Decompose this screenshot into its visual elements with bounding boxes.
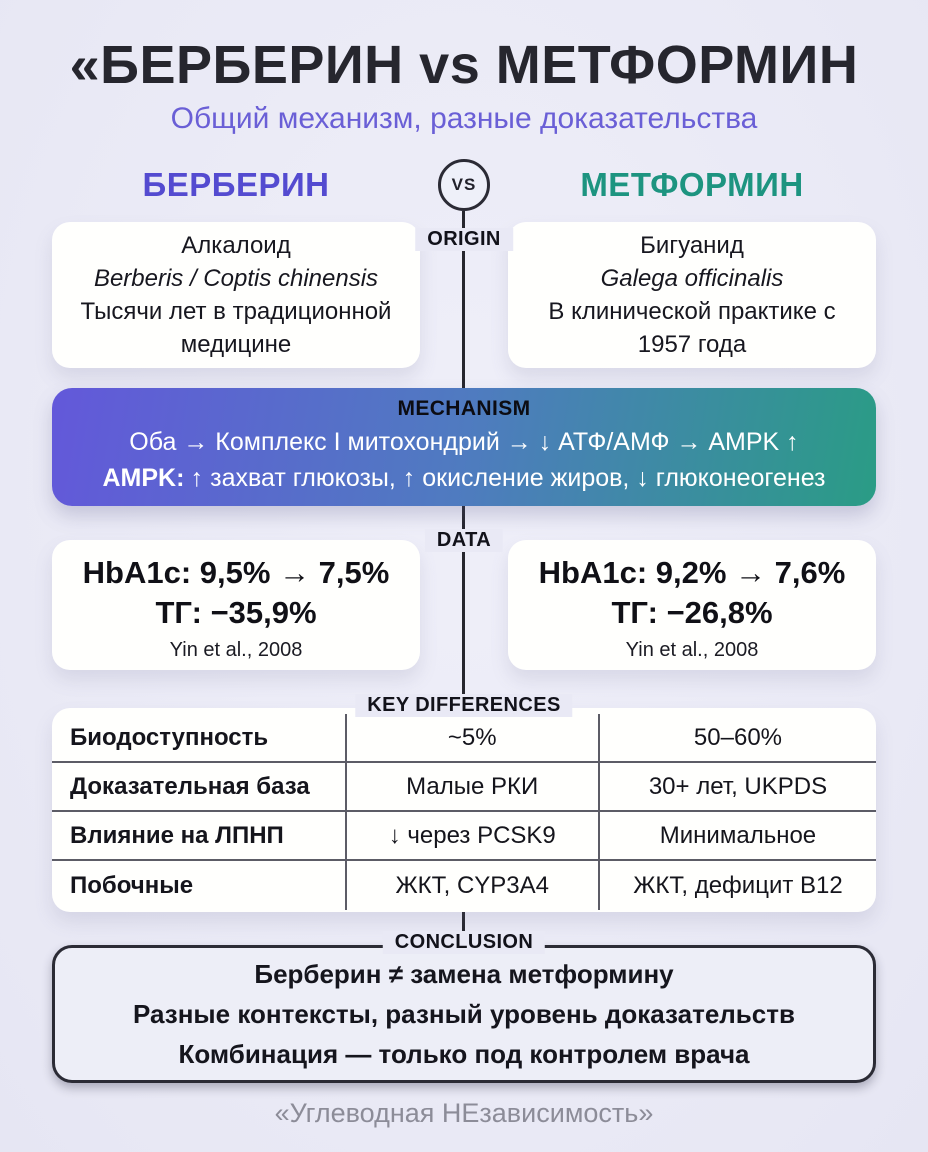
mechanism-ampk-prefix: AMPK: — [102, 464, 185, 492]
origin-metformin-latin-name: Galega officinalis — [600, 265, 784, 292]
mechanism-banner: MECHANISM Оба → Комплекс I митохондрий →… — [52, 388, 876, 506]
row-berberine-value: ~5% — [344, 714, 600, 761]
origin-metformin-history: В клинической практике с 1957 года — [548, 298, 836, 358]
section-label-data: DATA — [424, 529, 504, 552]
vs-badge: VS — [438, 159, 490, 211]
table-row-bioavailability: Биодоступность ~5% 50–60% — [52, 714, 876, 763]
mechanism-pathway-line: Оба → Комплекс I митохондрий → ↓ АТФ/АМФ… — [129, 428, 799, 456]
row-berberine-value: ↓ через PCSK9 — [344, 812, 600, 859]
origin-metformin-class: Бигуанид — [640, 232, 744, 259]
page-subtitle: Общий механизм, разные доказательства — [170, 102, 758, 135]
row-param-label: Побочные — [70, 871, 194, 899]
origin-card-berberine: Алкалоид Berberis / Coptis chinensis Тыс… — [52, 222, 420, 368]
origin-card-metformin: Бигуанид Galega officinalis В клиническо… — [508, 222, 876, 368]
metformin-hba1c-value: HbA1c: 9,2% → 7,6% — [538, 554, 846, 590]
berberine-study-source: Yin et al., 2008 — [169, 638, 303, 661]
row-berberine-value: ЖКТ, CYP3A4 — [344, 861, 600, 910]
row-berberine-value: Малые РКИ — [344, 763, 600, 810]
metformin-study-source: Yin et al., 2008 — [625, 638, 759, 661]
column-header-metformin: МЕТФОРМИН — [580, 166, 804, 203]
section-label-conclusion: CONCLUSION — [382, 931, 546, 954]
berberine-hba1c-value: HbA1c: 9,5% → 7,5% — [82, 554, 390, 590]
metformin-tg-value: ТГ: −26,8% — [611, 594, 773, 630]
row-metformin-value: 30+ лет, UKPDS — [648, 772, 828, 800]
table-row-side-effects: Побочные ЖКТ, CYP3A4 ЖКТ, дефицит B12 — [52, 861, 876, 910]
key-differences-table: Биодоступность ~5% 50–60% Доказательная … — [52, 708, 876, 912]
page-title: «БЕРБЕРИН vs МЕТФОРМИН — [69, 35, 859, 95]
data-card-metformin: HbA1c: 9,2% → 7,6% ТГ: −26,8% Yin et al.… — [508, 540, 876, 670]
channel-watermark: «Углеводная НЕзависимость» — [274, 1098, 654, 1128]
conclusion-line-contexts: Разные контексты, разный уровень доказат… — [133, 998, 795, 1029]
berberine-tg-value: ТГ: −35,9% — [155, 594, 317, 630]
center-connector-line — [462, 211, 465, 947]
origin-berberine-class: Алкалоид — [181, 232, 291, 259]
row-metformin-value: 50–60% — [693, 723, 782, 751]
section-label-key-differences: KEY DIFFERENCES — [355, 694, 573, 717]
row-param-label: Влияние на ЛПНП — [70, 821, 284, 849]
section-label-mechanism: MECHANISM — [397, 397, 531, 420]
row-metformin-value: ЖКТ, дефицит B12 — [633, 871, 843, 899]
mechanism-ampk-effects: ↑ захват глюкозы, ↑ окисление жиров, ↓ г… — [190, 464, 826, 492]
data-card-berberine: HbA1c: 9,5% → 7,5% ТГ: −35,9% Yin et al.… — [52, 540, 420, 670]
column-header-berberine: БЕРБЕРИН — [142, 166, 330, 203]
row-metformin-value: Минимальное — [659, 821, 817, 849]
row-param-label: Доказательная база — [70, 772, 310, 800]
origin-berberine-history: Тысячи лет в традиционной медицине — [80, 298, 392, 358]
conclusion-card: Берберин ≠ замена метформину Разные конт… — [52, 945, 876, 1083]
mechanism-ampk-line: AMPK: ↑ захват глюкозы, ↑ окисление жиров… — [52, 464, 876, 493]
conclusion-line-doctor-control: Комбинация — только под контролем врача — [178, 1038, 750, 1069]
conclusion-line-not-replacement: Берберин ≠ замена метформину — [254, 958, 674, 989]
table-row-evidence-base: Доказательная база Малые РКИ 30+ лет, UK… — [52, 763, 876, 812]
section-label-origin: ORIGIN — [415, 228, 513, 251]
table-row-ldl-effect: Влияние на ЛПНП ↓ через PCSK9 Минимально… — [52, 812, 876, 861]
row-param-label: Биодоступность — [70, 723, 269, 751]
origin-berberine-latin-name: Berberis / Coptis chinensis — [93, 265, 379, 292]
